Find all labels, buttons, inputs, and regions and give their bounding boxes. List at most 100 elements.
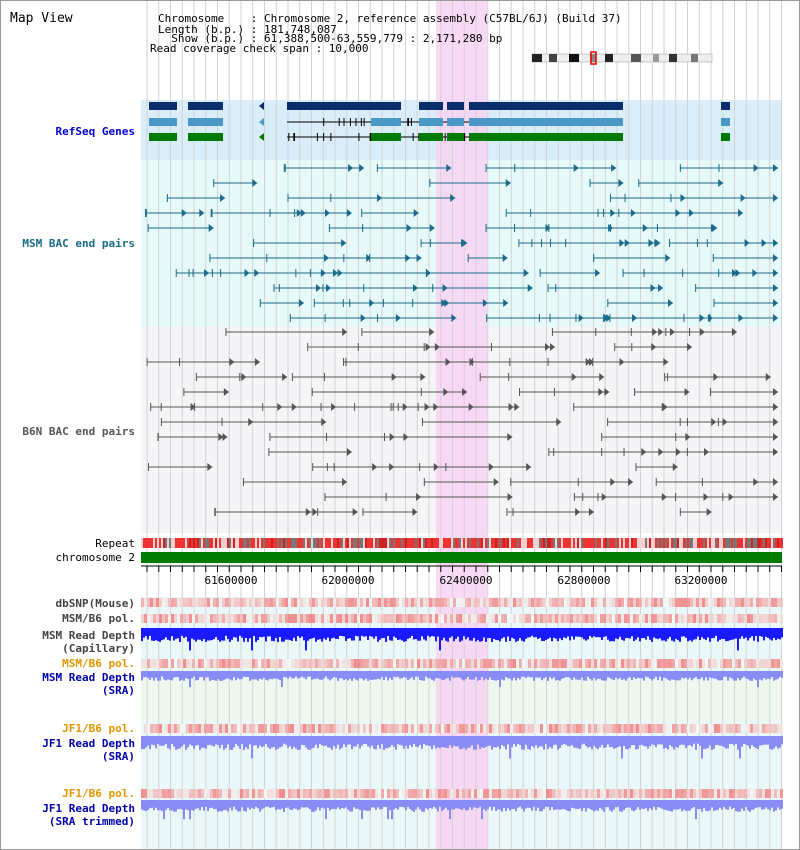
track-label-dbsnp[interactable]: dbSNP(Mouse): [55, 597, 135, 610]
jf1-sra-depth-bar: [383, 736, 385, 750]
dbsnp-cell: [615, 598, 618, 607]
repeat-segment: [349, 538, 351, 548]
jf1-sra-depth-bar: [323, 736, 325, 747]
msm-b6-pol-sra-cell: [189, 659, 192, 668]
msm-capillary-depth-bar: [293, 628, 295, 638]
msm-sra-depth-bar: [163, 671, 165, 680]
msm-b6-pol-sra-cell: [396, 659, 399, 668]
repeat-segment: [435, 538, 437, 548]
jf1-sra-depth-bar: [607, 736, 609, 745]
msm-sra-depth-bar: [507, 671, 509, 679]
msm-sra-depth-bar: [581, 671, 583, 678]
msm-capillary-depth-bar: [633, 628, 635, 642]
dbsnp-cell: [237, 598, 240, 607]
jf1-trim-depth-bar: [779, 800, 781, 810]
track-label-chromosome[interactable]: chromosome 2: [55, 551, 135, 564]
jf1-b6-pol-trim-cell: [474, 789, 477, 798]
jf1-sra-depth-bar: [711, 736, 713, 750]
track-label-msm-b6-pol[interactable]: MSM/B6 pol.: [62, 612, 135, 625]
jf1-sra-depth-bar: [657, 736, 659, 745]
msm-b6-pol-sra-cell: [687, 659, 690, 668]
msm-bac-pair-end: [773, 239, 778, 247]
msm-b6-pol-sra-cell: [231, 659, 234, 668]
msm-b6-pol-sra-cell: [180, 659, 183, 668]
track-label-msm-b6-pol-sra[interactable]: MSM/B6 pol.: [62, 657, 135, 670]
jf1-sra-depth-bar: [321, 736, 323, 746]
ideogram-band: [605, 54, 613, 62]
track-label-jf1-sra-depth[interactable]: JF1 Read Depth: [42, 737, 135, 750]
jf1-sra-depth-bar: [465, 736, 467, 750]
jf1-sra-depth-bar: [173, 736, 175, 747]
msm-b6-pol-cell: [231, 614, 234, 623]
track-label-repeat[interactable]: Repeat: [95, 537, 135, 550]
msm-capillary-depth-bar: [727, 628, 729, 641]
repeat-segment: [151, 538, 153, 548]
msm-b6-pol-sra-cell: [381, 659, 384, 668]
msm-capillary-depth-bar: [565, 628, 567, 639]
msm-b6-pol-sra-cell: [495, 659, 498, 668]
jf1-trim-depth-bar: [225, 800, 227, 811]
msm-b6-pol-sra-cell: [414, 659, 417, 668]
jf1-trim-depth-bar: [581, 800, 583, 812]
jf1-sra-depth-bar: [523, 736, 525, 750]
msm-b6-pol-sra-cell: [360, 659, 363, 668]
track-label-msm-sra-depth[interactable]: MSM Read Depth: [42, 671, 135, 684]
dbsnp-cell: [303, 598, 306, 607]
msm-capillary-depth-bar: [505, 628, 507, 642]
msm-capillary-depth-bar: [343, 628, 345, 637]
msm-capillary-depth-bar: [275, 628, 277, 639]
msm-sra-depth-bar: [277, 671, 279, 680]
jf1-trim-depth-bar: [173, 800, 175, 812]
jf1-b6-pol-cell: [774, 724, 777, 733]
msm-sra-depth-bar: [667, 671, 669, 680]
jf1-b6-pol-trim-cell: [429, 789, 432, 798]
track-label-jf1-b6-pol-trim[interactable]: JF1/B6 pol.: [62, 787, 135, 800]
msm-sra-depth-bar: [503, 671, 505, 681]
repeat-segment: [631, 538, 633, 548]
dbsnp-cell: [171, 598, 174, 607]
msm-sra-depth-bar: [175, 671, 177, 678]
jf1-trim-depth-bar: [711, 800, 713, 808]
jf1-b6-pol-cell: [396, 724, 399, 733]
jf1-sra-depth-bar: [629, 736, 631, 748]
msm-sra-depth-bar: [435, 671, 437, 679]
track-label-jf1-trim-depth[interactable]: JF1 Read Depth: [42, 802, 135, 815]
jf1-b6-pol-trim-cell: [417, 789, 420, 798]
msm-sra-depth-bar: [233, 671, 235, 678]
msm-b6-pol-cell: [651, 614, 654, 623]
dbsnp-cell: [579, 598, 582, 607]
track-label-msm-read-depth[interactable]: MSM Read Depth: [42, 629, 135, 642]
repeat-segment: [257, 538, 259, 548]
dbsnp-cell: [231, 598, 234, 607]
jf1-b6-pol-cell: [321, 724, 324, 733]
jf1-b6-pol-cell: [600, 724, 603, 733]
msm-capillary-depth-bar: [287, 628, 289, 640]
track-label-jf1-b6-pol[interactable]: JF1/B6 pol.: [62, 722, 135, 735]
repeat-segment: [701, 538, 703, 548]
msm-b6-pol-cell: [384, 614, 387, 623]
msm-bac-pair-end: [738, 314, 744, 322]
gene-block: [469, 102, 623, 110]
repeat-segment: [637, 538, 639, 548]
msm-capillary-depth-bar: [183, 628, 185, 638]
msm-b6-pol-sra-cell: [738, 659, 741, 668]
dbsnp-cell: [282, 598, 285, 607]
jf1-sra-depth-bar: [363, 736, 365, 745]
track-label-msm-bac[interactable]: MSM BAC end pairs: [22, 237, 135, 250]
track-label-b6n-bac[interactable]: B6N BAC end pairs: [22, 425, 135, 438]
jf1-b6-pol-trim-cell: [396, 789, 399, 798]
jf1-trim-depth-bar: [303, 800, 305, 808]
msm-b6-pol-cell: [552, 614, 555, 623]
repeat-segment: [389, 538, 391, 548]
jf1-b6-pol-cell: [531, 724, 534, 733]
msm-b6-pol-cell: [204, 614, 207, 623]
b6n-bac-pair-end: [753, 478, 759, 486]
jf1-b6-pol-cell: [528, 724, 531, 733]
repeat-segment: [503, 538, 505, 548]
jf1-sra-depth-bar: [409, 736, 411, 745]
track-label-refseq[interactable]: RefSeq Genes: [55, 125, 135, 138]
jf1-trim-depth-bar: [343, 800, 345, 809]
b6n-bac-pair-end: [342, 328, 348, 336]
msm-capillary-depth-bar: [203, 628, 205, 640]
